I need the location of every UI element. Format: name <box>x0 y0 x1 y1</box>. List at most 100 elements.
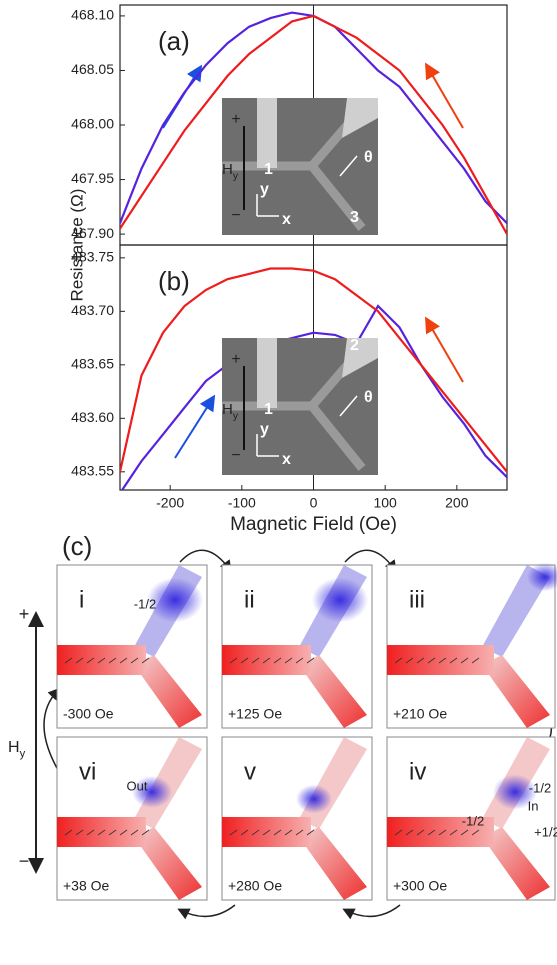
y-axis-label: Resistance (Ω) <box>67 189 86 302</box>
axis-glyph-label: x <box>282 451 291 468</box>
moment <box>438 657 447 664</box>
x-tick-label: -200 <box>156 495 184 511</box>
panel-numeral: iv <box>409 758 426 785</box>
moment <box>75 829 84 836</box>
sweep-arrow <box>424 62 464 129</box>
moment <box>295 829 304 836</box>
moment <box>130 829 139 836</box>
sim-panel: iv +300 Oe -1/2 In -1/2 +1/2 <box>386 736 557 901</box>
moment <box>416 657 425 664</box>
sweep-arrow <box>174 394 216 459</box>
moment <box>86 657 95 664</box>
arm <box>482 827 550 900</box>
x-tick-label: 0 <box>310 495 318 511</box>
contact <box>257 98 277 168</box>
minus: − <box>19 851 30 871</box>
series-line <box>120 304 507 490</box>
panel-label: (a) <box>158 26 190 56</box>
axes-glyph <box>256 434 279 457</box>
moment <box>449 829 458 836</box>
annotation: Out <box>127 778 148 793</box>
vortex <box>527 562 557 592</box>
field-value: +300 Oe <box>393 878 447 894</box>
moment <box>471 657 480 664</box>
field-value: +210 Oe <box>393 706 447 722</box>
moment <box>141 657 150 664</box>
series-group <box>120 11 507 235</box>
annotation: In <box>528 798 539 813</box>
panel-numeral: ii <box>244 586 255 613</box>
field-value: +125 Oe <box>228 706 282 722</box>
vortex <box>312 577 368 623</box>
field-value: -300 Oe <box>63 706 114 722</box>
field-symbol: H <box>222 161 233 178</box>
arm <box>482 565 550 657</box>
moment <box>251 829 260 836</box>
moment <box>229 829 238 836</box>
panel-numeral: vi <box>79 758 96 785</box>
transition-arrow <box>342 904 401 920</box>
arm <box>222 817 311 847</box>
x-tick-label: 100 <box>373 495 397 511</box>
field-symbol: H <box>222 401 233 418</box>
y-tick-label: 483.75 <box>71 249 114 265</box>
sim-panel: iii +210 Oe <box>386 562 557 729</box>
moment <box>284 829 293 836</box>
panel-numeral: i <box>79 586 84 613</box>
contact-label: 1 <box>264 161 273 178</box>
annotation: -1/2 <box>134 596 156 611</box>
x-tick-label: 200 <box>445 495 469 511</box>
moment <box>394 829 403 836</box>
y-tick-label: 468.10 <box>71 7 114 23</box>
sim-panel: v +280 Oe <box>221 736 373 901</box>
x-tick-label: -100 <box>228 495 256 511</box>
moment <box>262 657 271 664</box>
moment <box>86 829 95 836</box>
minus: − <box>231 447 240 464</box>
series-line <box>120 267 507 473</box>
y-tick-label: 468.00 <box>71 116 114 132</box>
sim-panel: ii +125 Oe <box>221 564 373 729</box>
moment <box>108 657 117 664</box>
arm <box>299 655 367 728</box>
angle: θ <box>364 149 373 166</box>
moment <box>229 657 238 664</box>
moment <box>460 829 469 836</box>
axis-glyph-label: y <box>260 181 269 198</box>
transition-arrow <box>177 904 236 920</box>
plus: + <box>231 351 240 368</box>
x-axis-label: Magnetic Field (Oe) <box>230 514 397 535</box>
contact-label: 2 <box>350 337 359 354</box>
y-tick-label: 483.70 <box>71 302 114 318</box>
moment <box>416 829 425 836</box>
field-label: Hy <box>222 161 239 182</box>
arm <box>57 645 146 675</box>
axes-glyph <box>256 194 279 217</box>
transition-arrow <box>344 549 397 573</box>
axis-glyph-label: y <box>260 421 269 438</box>
y-tick-label: 467.90 <box>71 225 114 241</box>
annotation: -1/2 <box>529 780 551 795</box>
moment <box>240 829 249 836</box>
moment <box>119 657 128 664</box>
angle: θ <box>364 389 373 406</box>
moment <box>394 657 403 664</box>
moment <box>141 829 150 836</box>
field-symbol: H <box>8 739 20 756</box>
field-label: Hy <box>222 401 239 422</box>
field-label: Hy <box>8 739 26 760</box>
field-value: +38 Oe <box>63 878 110 894</box>
y-tick-label: 468.05 <box>71 61 114 77</box>
contact <box>342 338 378 378</box>
moment <box>240 657 249 664</box>
moment <box>284 657 293 664</box>
arm <box>387 645 494 675</box>
panel-numeral: v <box>244 758 256 785</box>
plus: + <box>231 111 240 128</box>
contact <box>257 338 277 408</box>
moment <box>273 657 282 664</box>
contact-label: 1 <box>264 401 273 418</box>
vortex <box>147 577 203 623</box>
